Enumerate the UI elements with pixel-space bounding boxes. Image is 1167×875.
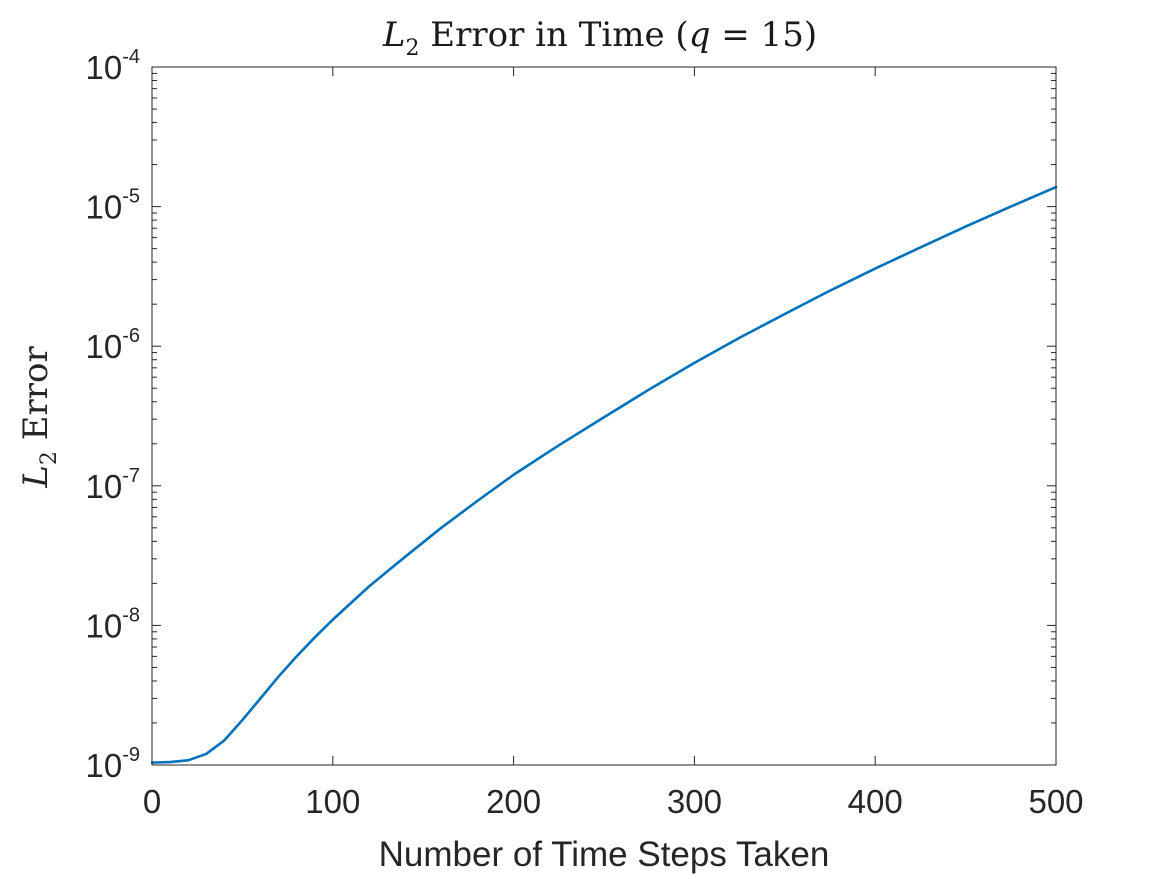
- title-middle: Error in Time (: [419, 15, 688, 55]
- ylabel-subscript: 2: [37, 451, 62, 465]
- title-q: q: [689, 15, 711, 55]
- y-tick-label: 10-6: [85, 325, 140, 365]
- ylabel-l: L: [16, 465, 56, 489]
- x-axis-label: Number of Time Steps Taken: [379, 835, 830, 874]
- x-tick-label: 300: [667, 783, 722, 820]
- y-tick-label: 10-9: [85, 744, 140, 784]
- chart-title: L2 Error in Time (q = 15): [382, 15, 817, 61]
- y-tick-label: 10-8: [85, 604, 140, 644]
- plot-area-frame: [151, 66, 1057, 766]
- tick-labels-layer: 0 100 200 300 400 500 10-9 10-8 10-7 10-6 10-5 10-4: [85, 46, 1083, 820]
- title-end: = 15): [710, 15, 817, 55]
- title-l: L: [382, 15, 406, 55]
- series-line: [150, 185, 1058, 764]
- y-tick-label: 10-7: [85, 465, 140, 505]
- svg-text:L2 Error: L2 Error: [16, 346, 62, 489]
- x-tick-label: 500: [1028, 783, 1083, 820]
- x-tick-label: 200: [486, 783, 541, 820]
- x-tick-label: 0: [143, 783, 161, 820]
- x-tick-label: 100: [305, 783, 360, 820]
- x-tick-label: 400: [848, 783, 903, 820]
- y-axis-label: L2 Error: [16, 346, 62, 489]
- ylabel-rest: Error: [16, 346, 56, 452]
- series-layer: [150, 185, 1058, 764]
- y-tick-label: 10-4: [85, 46, 140, 86]
- y-tick-label: 10-5: [85, 186, 140, 226]
- title-subscript: 2: [405, 36, 419, 61]
